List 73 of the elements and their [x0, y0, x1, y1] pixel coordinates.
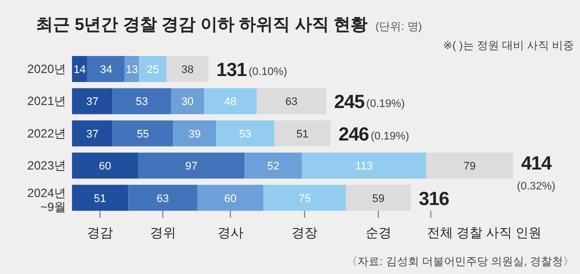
bar — [72, 88, 113, 114]
data-label: 63 — [156, 192, 169, 205]
annotation: (0.19%) — [366, 98, 405, 110]
data-label: 52 — [267, 160, 280, 173]
data-label: 55 — [136, 128, 150, 140]
chart-title: 최근 5년간 경찰 경감 이하 하위직 사직 현황 — [36, 15, 368, 34]
text: 414 — [521, 154, 552, 175]
bar — [256, 88, 326, 114]
bar — [72, 152, 138, 179]
bar — [197, 184, 264, 211]
bar — [274, 120, 330, 146]
data-label: 34 — [100, 64, 112, 76]
data-label: 60 — [98, 160, 112, 173]
series-label: 경장 — [292, 225, 318, 240]
annotation: (0.19%) — [370, 130, 410, 142]
bar — [72, 56, 88, 82]
bar — [244, 152, 302, 179]
y-tick-label: 2020년 — [27, 62, 66, 76]
data-label: 79 — [464, 160, 476, 173]
data-label: 51 — [296, 128, 309, 140]
bar — [171, 88, 204, 114]
series-label: 순경 — [365, 225, 392, 240]
data-label: 59 — [372, 192, 384, 205]
bar — [216, 120, 274, 146]
data-label: 39 — [188, 128, 201, 140]
bar — [87, 56, 125, 82]
data-label: 48 — [224, 96, 237, 108]
data-label: 14 — [74, 64, 86, 76]
data-label: 60 — [224, 192, 237, 205]
data-label: 51 — [94, 192, 106, 205]
bar — [128, 184, 198, 211]
y-tick-label: 2021년 — [27, 94, 66, 108]
data-label: 63 — [285, 96, 298, 108]
bar — [112, 120, 174, 146]
bar — [72, 184, 128, 211]
text: 〈자료: 김성회 더불어민주당 의원실, 경찰청〉 — [346, 256, 574, 268]
data-label: 113 — [355, 160, 373, 173]
bar — [138, 152, 245, 179]
y-tick-label: 2022년 — [27, 126, 66, 140]
data-label: 25 — [146, 64, 159, 76]
bar — [139, 56, 167, 82]
series-label: 경사 — [217, 225, 244, 240]
annotation: 246 — [338, 124, 369, 146]
text: (0.32%) — [516, 180, 556, 193]
data-label: 37 — [86, 128, 98, 140]
data-label: 97 — [185, 160, 198, 173]
series-label: 경위 — [150, 225, 176, 240]
series-label: 경감 — [87, 225, 114, 240]
bar — [112, 88, 171, 114]
y-tick-label: 2023년 — [27, 158, 66, 173]
annotation: 316 — [418, 188, 450, 210]
data-label: 53 — [239, 128, 252, 140]
bar — [346, 184, 411, 211]
text: ※( )는 정원 대비 사직 비중 — [443, 40, 574, 52]
data-label: 53 — [136, 96, 148, 108]
annotation: (0.10%) — [248, 66, 288, 78]
y-tick-label: 2024년 ~9월 — [27, 186, 66, 214]
chart-subtitle: (단위: 명) — [376, 21, 422, 33]
data-label: 37 — [86, 96, 98, 108]
bar — [204, 88, 257, 114]
data-label: 75 — [298, 192, 311, 205]
annotation: 245 — [334, 92, 366, 114]
text: 전체 경찰 사직 인원 — [426, 225, 542, 240]
bar — [263, 184, 346, 211]
bar — [426, 152, 514, 179]
data-label: 30 — [181, 96, 194, 108]
bar — [72, 120, 113, 146]
bar — [173, 120, 216, 146]
data-label: 38 — [181, 64, 194, 76]
bar — [166, 56, 208, 82]
bar — [302, 152, 426, 179]
annotation: 131 — [216, 60, 248, 81]
data-label: 13 — [126, 64, 138, 76]
